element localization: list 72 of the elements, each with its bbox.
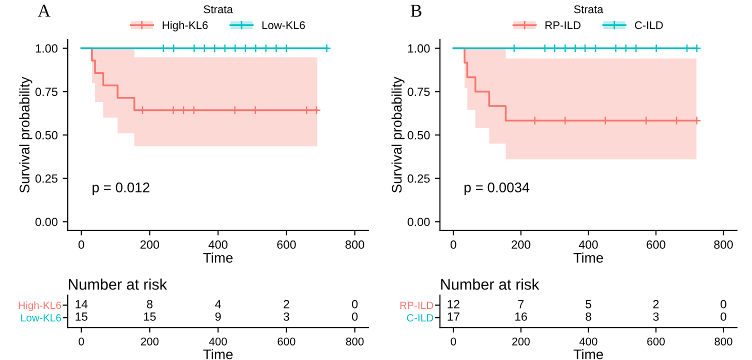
x-tick-label: 0: [450, 240, 456, 249]
chart-title: Number at risk: [68, 278, 168, 290]
y-tick-label: 0.25: [35, 174, 58, 183]
legend-title: Strata: [204, 5, 233, 14]
x-axis-title: Time: [203, 252, 233, 263]
data-label: 2: [653, 300, 659, 308]
legend-title: Strata: [574, 5, 604, 14]
x-tick-label: 0: [450, 338, 456, 346]
y-tick-label: 0.50: [35, 131, 58, 140]
y-tick-label: Low-KL6: [21, 314, 61, 322]
x-tick-label: 600: [646, 240, 666, 249]
legend-label: Low-KL6: [262, 21, 305, 30]
y-tick-label: 1.00: [408, 44, 430, 53]
x-tick-label: 600: [278, 338, 296, 346]
x-tick-label: 600: [277, 240, 296, 249]
data-label: 12: [448, 300, 460, 308]
y-tick-label: C-ILD: [407, 314, 434, 322]
x-tick-label: 0: [78, 240, 84, 249]
x-tick-label: 400: [209, 338, 227, 346]
x-tick-label: 800: [346, 338, 364, 346]
y-axis-title: Survival probability: [19, 76, 32, 193]
data-label: 9: [215, 312, 221, 321]
x-tick-label: 400: [208, 240, 228, 249]
x-axis-title: Time: [203, 349, 233, 360]
data-label: 14: [76, 300, 88, 308]
data-label: 2: [284, 300, 290, 308]
annotation: p = 0.0034: [464, 182, 530, 196]
x-tick-label: 200: [141, 338, 159, 346]
data-label: 8: [586, 312, 592, 321]
x-tick-label: 0: [78, 338, 84, 346]
y-tick-label: 1.00: [36, 44, 58, 53]
data-label: 17: [448, 312, 460, 321]
data-label: 15: [76, 312, 88, 321]
legend-label: C-ILD: [634, 21, 663, 30]
x-tick-label: 600: [647, 338, 665, 346]
data-label: 3: [653, 312, 659, 321]
y-tick-label: 0.75: [408, 88, 430, 96]
annotation: p = 0.012: [92, 182, 150, 196]
data-label: 0: [720, 312, 726, 321]
data-label: 16: [515, 312, 527, 321]
y-axis-title: Survival probability: [392, 76, 404, 193]
x-tick-label: 800: [714, 240, 733, 249]
y-tick-label: 0.00: [408, 218, 430, 226]
y-tick-label: High-KL6: [18, 301, 61, 312]
data-label: 7: [518, 300, 524, 308]
x-tick-label: 200: [140, 240, 160, 249]
legend-label: RP-ILD: [546, 21, 581, 30]
x-tick-label: 800: [345, 240, 364, 249]
legend-label: High-KL6: [162, 20, 208, 32]
data-label: 4: [215, 300, 222, 308]
y-tick-label: RP-ILD: [400, 302, 434, 309]
chart-title: Number at risk: [441, 278, 540, 290]
y-tick-label: 0.50: [408, 131, 430, 140]
data-label: 0: [352, 300, 358, 308]
data-label: 3: [284, 312, 290, 321]
y-tick-label: 0.00: [35, 218, 58, 226]
y-tick-label: 0.75: [35, 88, 58, 96]
x-tick-label: 200: [512, 338, 530, 346]
x-tick-label: 800: [714, 338, 732, 346]
chart-title: B: [410, 4, 422, 17]
x-axis-title: Time: [574, 349, 603, 360]
chart-title: A: [38, 4, 51, 17]
data-label: 15: [144, 312, 156, 321]
data-label: 8: [146, 300, 152, 308]
y-tick-label: 0.25: [408, 174, 430, 183]
x-tick-label: 200: [512, 240, 530, 249]
x-tick-label: 400: [578, 240, 598, 249]
data-label: 5: [586, 300, 592, 308]
data-label: 0: [352, 312, 358, 321]
data-label: 0: [720, 300, 726, 308]
x-axis-title: Time: [574, 252, 603, 263]
x-tick-label: 400: [579, 338, 598, 346]
